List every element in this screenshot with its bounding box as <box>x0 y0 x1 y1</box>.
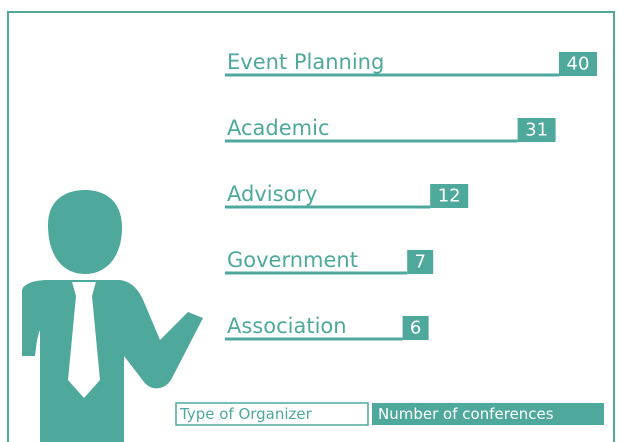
value-label: 40 <box>567 54 590 75</box>
value-box <box>559 52 597 76</box>
x-label: Type of Organizer <box>179 405 313 423</box>
value-label: 31 <box>525 120 548 141</box>
category-label: Event Planning <box>227 50 384 74</box>
value-box <box>430 184 469 208</box>
legend-category-box <box>175 402 369 426</box>
frame <box>7 11 615 442</box>
y-label: Number of conferences <box>378 405 554 423</box>
presenter-figure <box>22 190 203 442</box>
legend-value-box <box>372 403 604 425</box>
category-label: Advisory <box>227 182 317 206</box>
value-box <box>517 118 556 142</box>
category-label: Government <box>227 248 358 272</box>
value-label: 6 <box>410 318 421 339</box>
category-label: Association <box>227 314 347 338</box>
value-label: 12 <box>438 186 461 207</box>
category-label: Academic <box>227 116 330 140</box>
value-box <box>407 250 434 274</box>
value-box <box>402 316 429 340</box>
value-label: 7 <box>414 252 425 273</box>
